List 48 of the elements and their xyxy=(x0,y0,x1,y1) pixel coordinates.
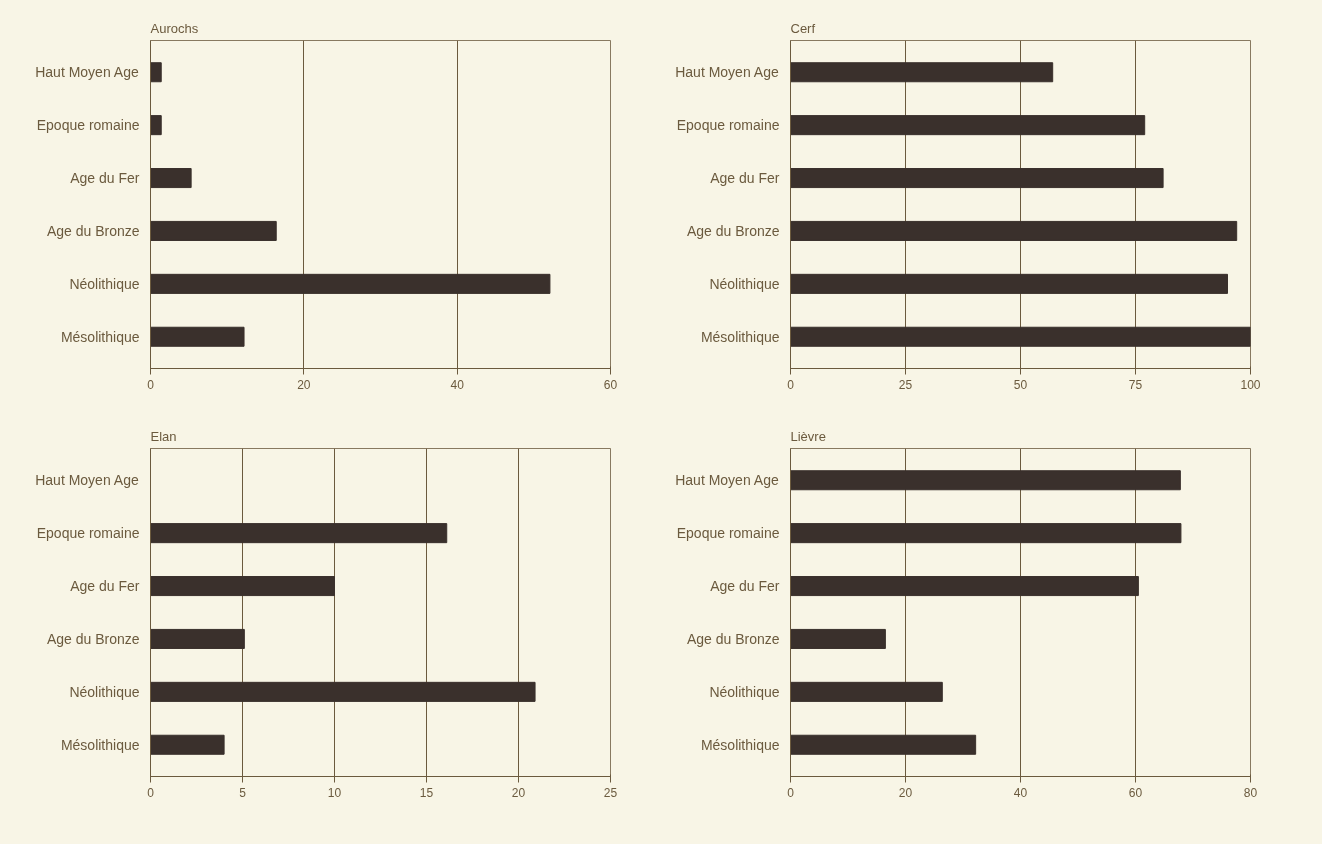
y-tick-label: Epoque romaine xyxy=(676,525,780,542)
y-tick-label: Age du Fer xyxy=(710,578,780,595)
y-tick-label: Age du Fer xyxy=(70,578,140,595)
y-tick-label: Age du Bronze xyxy=(686,222,780,239)
y-tick-label: Epoque romaine xyxy=(36,525,140,542)
x-tick-label: 50 xyxy=(1013,377,1028,392)
y-tick-label: Haut Moyen Age xyxy=(35,472,139,489)
x-tick-label: 0 xyxy=(787,377,795,392)
y-tick-label: Epoque romaine xyxy=(36,117,140,134)
x-tick-label: 0 xyxy=(787,785,795,800)
y-tick-label: Age du Bronze xyxy=(686,630,780,647)
x-tick-label: 40 xyxy=(1013,785,1028,800)
x-tick-label: 0 xyxy=(147,377,155,392)
x-tick-label: 80 xyxy=(1243,785,1258,800)
y-tick-label: Age du Fer xyxy=(710,170,780,187)
y-tick-label: Age du Fer xyxy=(70,170,140,187)
y-tick-label: Epoque romaine xyxy=(676,117,780,134)
y-tick-label: Néolithique xyxy=(69,683,140,700)
chart-title: Aurochs xyxy=(150,20,199,36)
x-tick-label: 20 xyxy=(898,785,913,800)
x-tick-label: 5 xyxy=(239,785,247,800)
y-tick-label: Mésolithique xyxy=(60,328,140,345)
x-tick-label: 10 xyxy=(327,785,342,800)
y-tick-label: Age du Bronze xyxy=(46,630,140,647)
x-tick-label: 75 xyxy=(1128,377,1143,392)
chart-title: Cerf xyxy=(790,20,816,36)
y-tick-label: Haut Moyen Age xyxy=(675,472,779,489)
y-tick-label: Mésolithique xyxy=(700,328,780,345)
y-tick-label: Néolithique xyxy=(709,683,780,700)
x-tick-label: 0 xyxy=(147,785,155,800)
chart-title: Elan xyxy=(150,428,177,444)
x-tick-label: 40 xyxy=(450,377,465,392)
x-tick-label: 60 xyxy=(1128,785,1143,800)
x-tick-label: 25 xyxy=(898,377,913,392)
y-tick-label: Age du Bronze xyxy=(46,222,140,239)
x-tick-label: 20 xyxy=(511,785,526,800)
y-tick-label: Mésolithique xyxy=(700,736,780,753)
y-tick-label: Néolithique xyxy=(69,275,140,292)
chart-title: Lièvre xyxy=(790,428,826,444)
x-tick-label: 60 xyxy=(603,377,618,392)
x-tick-label: 20 xyxy=(297,377,311,392)
x-tick-label: 25 xyxy=(603,785,618,800)
y-tick-label: Néolithique xyxy=(709,275,780,292)
y-tick-label: Mésolithique xyxy=(60,736,140,753)
x-tick-label: 100 xyxy=(1240,377,1261,392)
y-tick-label: Haut Moyen Age xyxy=(675,64,779,81)
y-tick-label: Haut Moyen Age xyxy=(35,64,139,81)
x-tick-label: 15 xyxy=(419,785,434,800)
